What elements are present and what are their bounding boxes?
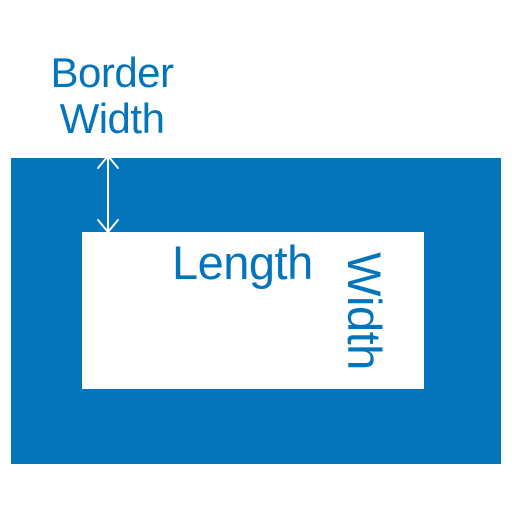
length-label: Length (172, 236, 313, 289)
width-label: Width (338, 252, 391, 370)
border-width-label-line2: Width (59, 95, 165, 142)
inner-content-rectangle (82, 232, 424, 389)
border-width-label: Border Width (22, 50, 202, 142)
border-width-label-line1: Border (50, 49, 174, 96)
double-headed-arrow-icon (97, 155, 119, 233)
